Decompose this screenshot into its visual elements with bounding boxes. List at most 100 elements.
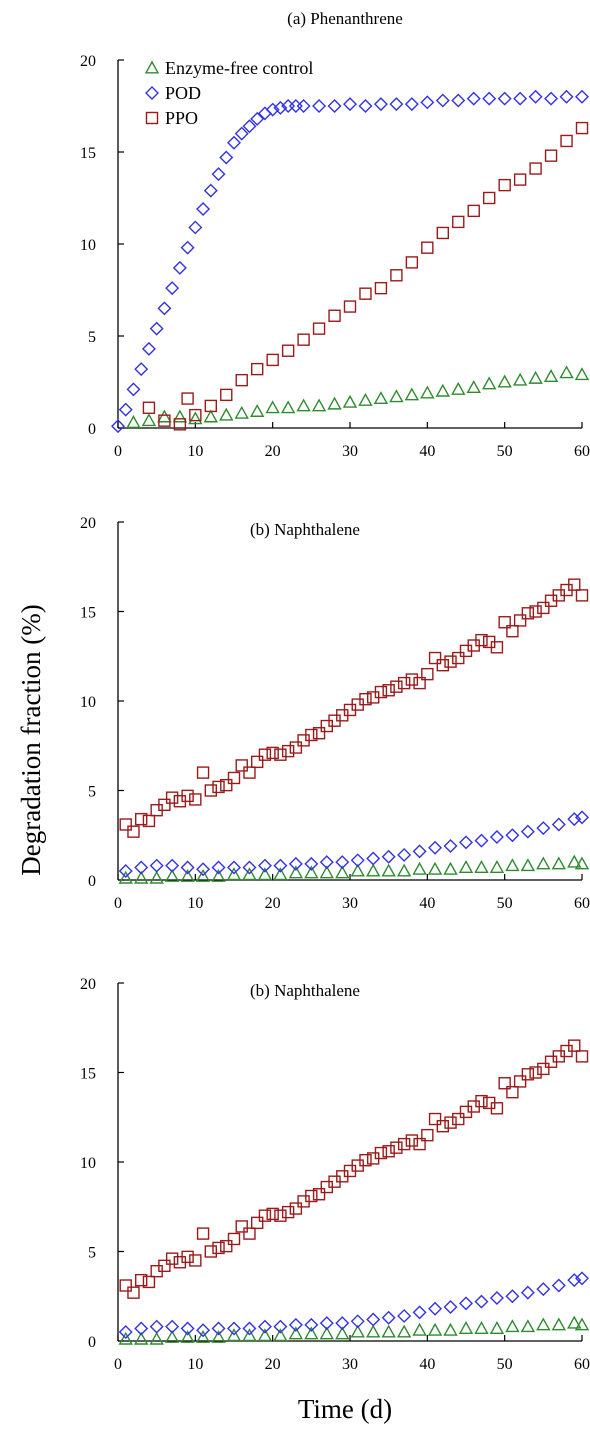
data-point [196,862,211,877]
data-point [343,300,357,313]
series-triangle [118,1315,590,1345]
data-point [543,369,559,382]
data-point [127,1286,140,1299]
data-point [180,1329,195,1343]
data-point [551,1278,566,1293]
data-point [164,1329,180,1343]
data-point [335,865,350,879]
data-point [497,374,512,388]
panel-phenanthrene: 0 5 10 15 20 0 10 20 30 40 50 60 (a) Phenanthrene Enz… [80,9,590,460]
data-point [567,1273,582,1288]
data-point [397,1137,411,1151]
x-tick-label: 10 [187,895,203,912]
data-point [265,400,280,414]
data-point [559,365,574,379]
data-point [381,1310,396,1325]
data-point [134,812,148,826]
x-tick-label: 40 [419,895,435,912]
panel-title: (b) Naphthalene [250,981,360,1000]
data-point [390,269,403,282]
data-point [242,119,257,134]
x-tick-label: 0 [114,895,122,912]
data-point [203,409,218,423]
data-point [127,825,140,838]
data-point [274,748,287,761]
data-point [219,150,234,165]
data-point [420,95,435,110]
data-point [405,1134,419,1147]
data-point [265,102,280,117]
data-point [498,178,511,192]
data-point [567,854,582,868]
data-point [227,860,241,875]
data-point [180,868,195,882]
y-tick-label: 10 [80,237,96,254]
data-point [273,867,288,881]
data-point [520,824,535,839]
data-point [397,676,411,690]
data-point [149,1331,164,1345]
data-point [374,1146,388,1160]
data-point [489,1321,505,1334]
x-tick-label: 30 [342,1356,358,1373]
panel-title: (b) Naphthalene [250,520,360,539]
data-point [359,1154,372,1167]
data-point [575,1271,589,1286]
y-tick-label: 20 [80,976,96,993]
data-point [288,1326,304,1340]
data-point [288,865,304,879]
data-point [483,191,496,205]
data-point [250,755,264,769]
series-square [119,578,589,838]
data-point [312,727,326,740]
data-point [452,215,465,229]
data-point [366,1312,381,1327]
data-point [482,91,497,106]
data-point [258,1209,272,1222]
data-point [134,1273,148,1287]
data-point [220,1239,233,1253]
data-point [350,1324,365,1338]
data-point [172,409,188,423]
data-point [234,126,249,141]
data-point [436,226,449,240]
data-point [413,676,426,690]
data-point [404,97,419,112]
data-point [537,1062,550,1076]
data-point [436,659,449,672]
data-point [189,793,202,806]
data-point [134,860,149,875]
y-tick-label: 20 [80,515,96,532]
y-tick-label: 0 [88,421,96,438]
y-tick-label: 0 [88,873,96,890]
data-point [204,399,218,413]
data-point [250,403,265,417]
data-point [118,864,133,879]
series-square [119,1039,589,1299]
data-point [142,814,156,828]
data-point [211,868,226,882]
data-point [575,121,589,135]
data-point [220,778,233,792]
data-point [226,1328,242,1342]
data-point [165,281,180,296]
data-point [396,1324,412,1338]
data-point [390,1141,403,1154]
data-point [242,867,257,881]
data-point [575,810,589,825]
data-point [243,1227,256,1240]
data-point [173,418,187,431]
data-point [288,856,303,871]
x-tick-label: 30 [342,443,358,460]
x-tick-label: 40 [419,443,435,460]
series-triangle [126,365,590,428]
x-tick-label: 20 [265,443,281,460]
data-point [404,387,420,401]
data-point [118,1325,133,1340]
x-tick-label: 30 [342,895,358,912]
data-point [435,93,450,108]
data-point [211,167,226,182]
data-point [474,1321,489,1334]
data-point [343,97,357,112]
